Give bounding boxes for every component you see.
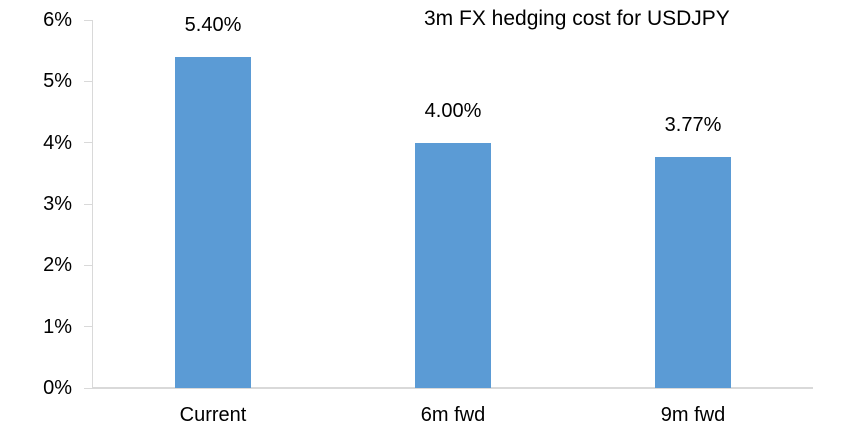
x-axis-line <box>92 387 813 389</box>
x-axis-label: Current <box>179 404 247 426</box>
bar <box>175 57 251 388</box>
x-axis-label: 9m fwd <box>660 404 726 426</box>
bar-value-label: 4.00% <box>424 100 482 122</box>
chart-title: 3m FX hedging cost for USDJPY <box>424 7 730 30</box>
bar <box>415 143 491 388</box>
y-axis-tick <box>84 326 92 327</box>
y-axis-tick <box>84 142 92 143</box>
y-axis-label: 1% <box>43 316 72 338</box>
y-axis-label: 6% <box>43 9 72 31</box>
y-axis-tick <box>84 265 92 266</box>
y-axis-tick <box>84 20 92 21</box>
x-axis-label: 6m fwd <box>420 404 486 426</box>
bar-value-label: 5.40% <box>184 14 242 36</box>
y-axis-label: 2% <box>43 254 72 276</box>
y-axis-tick <box>84 388 92 389</box>
y-axis-label: 5% <box>43 70 72 92</box>
y-axis-line <box>92 20 93 388</box>
y-axis-label: 4% <box>43 132 72 154</box>
y-axis-label: 0% <box>43 377 72 399</box>
y-axis-label: 3% <box>43 193 72 215</box>
bar <box>655 157 731 388</box>
bar-value-label: 3.77% <box>664 114 722 136</box>
y-axis-tick <box>84 204 92 205</box>
y-axis-tick <box>84 81 92 82</box>
